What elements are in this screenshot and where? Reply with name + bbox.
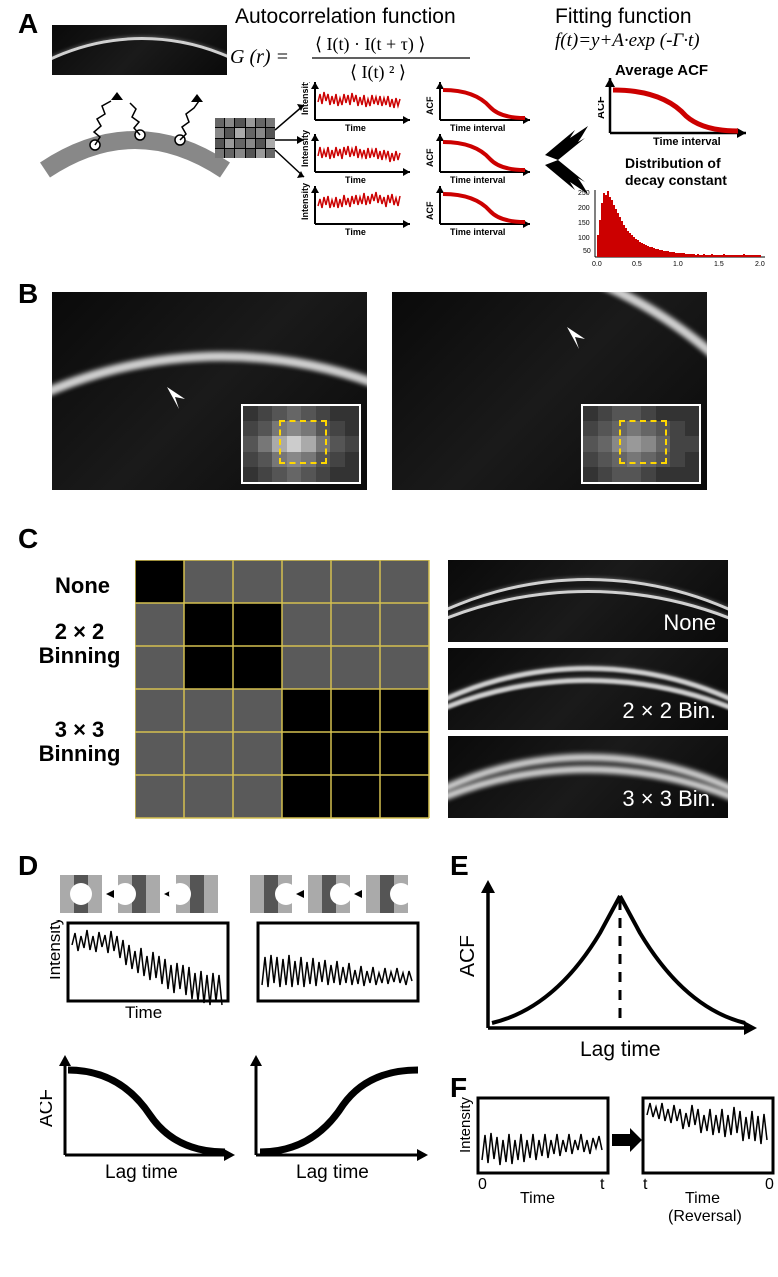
svg-text:Intensity: Intensity: [300, 183, 310, 220]
c-bin2-label: 2 × 2 Binning: [32, 620, 127, 668]
svg-text:0: 0: [478, 1176, 487, 1193]
svg-text:Lag time: Lag time: [580, 1038, 661, 1061]
svg-text:Lag time: Lag time: [296, 1162, 369, 1183]
svg-text:100: 100: [578, 235, 590, 242]
d-intensity-left: Intensity Time: [50, 920, 235, 1020]
svg-text:Intensity: Intensity: [50, 920, 64, 980]
dist-histogram: 250 200 150 100 50 0.0 0.5 1.0 1.5 2.0: [575, 185, 770, 270]
avg-acf-plot: ACF Time interval: [598, 78, 753, 146]
panel-d-letter: D: [18, 850, 38, 882]
svg-text:ACF: ACF: [425, 96, 435, 115]
svg-text:G (r) =: G (r) =: [230, 46, 289, 68]
panel-c-letter: C: [18, 523, 38, 555]
c-img-bin3: 3 × 3 Bin.: [448, 736, 728, 818]
panel-a-pixelgrid: [215, 118, 275, 158]
svg-text:Time: Time: [520, 1190, 555, 1205]
acf-formula: G (r) = ⟨ I(t) · I(t + τ) ⟩ ⟨ I(t) ² ⟩: [230, 30, 520, 85]
svg-text:0.5: 0.5: [632, 261, 642, 268]
svg-text:Lag time: Lag time: [105, 1162, 178, 1183]
svg-text:200: 200: [578, 205, 590, 212]
svg-text:t: t: [643, 1176, 648, 1193]
svg-text:Time: Time: [345, 175, 366, 185]
c-img-none: None: [448, 560, 728, 642]
c-binning-grid: [135, 560, 430, 820]
svg-text:Time interval: Time interval: [653, 136, 721, 146]
f-trace-left: Intensity 0 t Time: [460, 1095, 615, 1205]
svg-text:0: 0: [765, 1176, 774, 1193]
svg-text:150: 150: [578, 220, 590, 227]
panel-b-letter: B: [18, 278, 38, 310]
svg-text:Time interval: Time interval: [450, 175, 505, 185]
svg-text:Time: Time: [345, 123, 366, 133]
svg-text:2.0: 2.0: [755, 261, 765, 268]
svg-text:ACF: ACF: [425, 201, 435, 220]
panel-b-img-right: [392, 292, 707, 490]
f-trace-right: t 0 Time (Reversal): [640, 1095, 778, 1225]
d-schematic-left: [60, 875, 225, 915]
svg-text:ACF: ACF: [40, 1089, 57, 1127]
fit-title: Fitting function: [555, 5, 692, 29]
svg-text:⟨ I(t) ² ⟩: ⟨ I(t) ² ⟩: [350, 62, 406, 83]
svg-text:1.5: 1.5: [714, 261, 724, 268]
svg-text:Intensity: Intensity: [460, 1097, 474, 1153]
svg-text:1.0: 1.0: [673, 261, 683, 268]
panel-a-letter: A: [18, 8, 38, 40]
svg-text:50: 50: [583, 248, 591, 255]
svg-text:ACF: ACF: [598, 96, 607, 119]
svg-text:Time interval: Time interval: [450, 123, 505, 133]
svg-text:⟨ I(t) · I(t + τ) ⟩: ⟨ I(t) · I(t + τ) ⟩: [315, 34, 425, 55]
panel-a-microscopy: [52, 25, 227, 75]
acf-title: Autocorrelation function: [235, 5, 456, 29]
panel-a-traces: Intensity Time ACF Time interval Intensi…: [300, 82, 550, 237]
svg-text:Time interval: Time interval: [450, 227, 505, 237]
fit-formula: f(t)=y+A·exp (-Γ·t): [555, 30, 700, 52]
c-none-label: None: [55, 573, 110, 599]
d-acf-left: ACF Lag time: [40, 1055, 240, 1185]
c-bin3-label: 3 × 3 Binning: [32, 718, 127, 766]
svg-text:(Reversal): (Reversal): [668, 1208, 742, 1225]
svg-text:250: 250: [578, 190, 590, 197]
svg-text:Time: Time: [345, 227, 366, 237]
svg-text:Intensity: Intensity: [300, 82, 310, 115]
svg-text:Intensity: Intensity: [300, 130, 310, 167]
c-img-bin2: 2 × 2 Bin.: [448, 648, 728, 730]
svg-text:ACF: ACF: [460, 935, 479, 977]
e-acf-plot: ACF Lag time: [460, 878, 760, 1068]
svg-text:ACF: ACF: [425, 148, 435, 167]
d-intensity-right: [240, 920, 425, 1020]
avg-acf-label: Average ACF: [615, 62, 708, 79]
d-schematic-right: [250, 875, 415, 915]
dist-label: Distribution of decay constant: [625, 155, 760, 189]
svg-text:Time: Time: [685, 1190, 720, 1207]
d-acf-right: Lag time: [238, 1055, 438, 1185]
svg-text:t: t: [600, 1176, 605, 1193]
panel-b-img-left: [52, 292, 367, 490]
svg-text:Time: Time: [125, 1003, 162, 1020]
svg-text:0.0: 0.0: [592, 261, 602, 268]
panel-a-schematic: [35, 80, 235, 185]
